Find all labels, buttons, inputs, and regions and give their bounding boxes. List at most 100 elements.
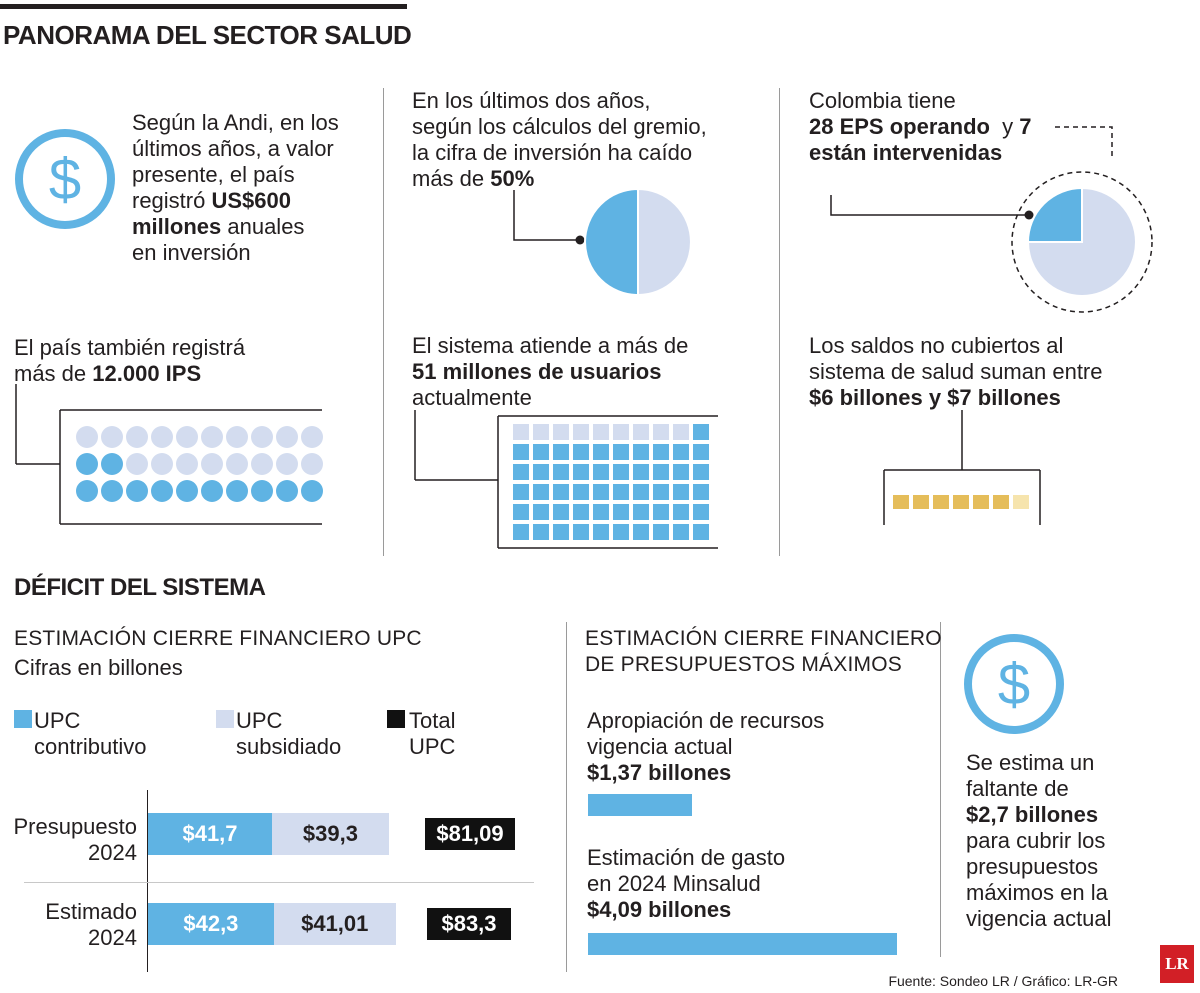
ips-dot [76,480,98,502]
pm-bar [588,794,692,816]
ips-dot [251,453,273,475]
ips-dot [151,453,173,475]
total-upc-label: $81,09 [425,818,515,850]
balance-segment [973,495,989,509]
waffle-cell [553,464,569,480]
panel4-line2: más de 12.000 IPS [14,361,245,387]
waffle-cell [673,484,689,500]
section-title-deficit: DÉFICIT DEL SISTEMA [14,574,266,601]
ips-dot [101,480,123,502]
category-estimado-line2: 2024 [88,925,137,950]
pm-bar2-label: Estimación de gasto en 2024 Minsalud $4,… [587,845,785,923]
waffle-cell [653,484,669,500]
panel4-text: El país también registrá más de 12.000 I… [14,335,245,387]
svg-text:$: $ [998,652,1030,717]
panel6-balance-range: $6 billones y $7 billones [809,385,1061,410]
divider-4 [940,622,941,957]
bar-subsidiado: $41,01 [273,903,396,945]
users-bracket [414,410,718,549]
side-note-shortfall: $2,7 billones [966,802,1099,827]
waffle-cell [633,464,649,480]
total-upc-label: $83,3 [427,908,511,940]
waffle-cell [613,444,629,460]
ips-dot [126,453,148,475]
legend-total: Total UPC [409,708,455,760]
waffle-cell [553,484,569,500]
side-note-line4: para cubrir los [966,828,1106,853]
waffle-cell [513,464,529,480]
pie-slice-remaining [637,187,692,297]
panel3-intervened-label: están intervenidas [809,140,1003,165]
divider-3 [566,622,567,972]
panel1-line5-post: anuales [221,214,305,239]
panel5-line3: actualmente [412,385,532,410]
waffle-cell [593,524,609,540]
panel3-intervened-count: 7 [1019,114,1032,139]
waffle-cell [653,504,669,520]
panel5-line2: 51 millones de usuarios [412,359,688,385]
waffle-cell [693,524,709,540]
waffle-cell [653,444,669,460]
waffle-cell [693,504,709,520]
ips-dot [76,426,98,448]
waffle-cell [553,444,569,460]
waffle-cell [513,524,529,540]
bar-subsidiado: $39,3 [272,813,389,855]
side-note: Se estima un faltante de $2,7 billones p… [966,750,1112,932]
waffle-cell [573,504,589,520]
panel2-line1: En los últimos dos años, [412,88,651,113]
waffle-cell [513,444,529,460]
panel3-text: Colombia tiene 28 EPS operando y 7 están… [809,88,1032,166]
waffle-cell [533,524,549,540]
panel1-line4: registró US$600 [132,188,339,214]
panel6-line2: sistema de salud suman entre [809,359,1103,384]
balance-segment [953,495,969,509]
ips-dot [226,426,248,448]
waffle-cell [593,504,609,520]
ips-dot [101,453,123,475]
waffle-cell [533,504,549,520]
pm-chart-title-line2: DE PRESUPUESTOS MÁXIMOS [585,653,902,676]
waffle-cell [553,424,569,440]
legend-contributivo-line1: UPC [34,708,81,733]
ips-bracket [15,384,322,525]
ips-dot [301,453,323,475]
waffle-cell [513,484,529,500]
panel6-line3: $6 billones y $7 billones [809,385,1103,411]
panel2-line3: la cifra de inversión ha caído [412,140,693,165]
waffle-cell [533,424,549,440]
balance-segment [933,495,949,509]
panel1-line5: millones anuales [132,214,339,240]
panel2-line2: según los cálculos del gremio, [412,114,707,139]
ips-dot [201,426,223,448]
panel1-line1: Según la Andi, en los [132,110,339,135]
waffle-cell [633,504,649,520]
waffle-cell [553,504,569,520]
title-rule [0,4,407,9]
panel5-line1: El sistema atiende a más de [412,333,689,358]
waffle-cell [613,524,629,540]
waffle-cell [633,444,649,460]
category-presupuesto-line1: Presupuesto [13,814,137,839]
panel2-text: En los últimos dos años, según los cálcu… [412,88,707,192]
legend-swatch-contributivo [14,710,32,728]
balance-segments [893,495,1033,511]
ips-dot [276,480,298,502]
eps-pie-chart [830,126,1153,313]
category-presupuesto: Presupuesto 2024 [0,814,137,866]
panel1-investment-value: US$600 [211,188,291,213]
pie-slice-operating [1026,186,1137,297]
lr-logo: LR [1160,945,1194,983]
balance-segment [1013,495,1029,509]
side-note-line7: vigencia actual [966,906,1112,931]
waffle-cell [593,484,609,500]
waffle-cell [693,464,709,480]
ips-dot [176,453,198,475]
ips-dot [276,426,298,448]
bar-contributivo: $42,3 [148,903,274,945]
ips-dot [251,426,273,448]
panel1-line6: en inversión [132,240,251,265]
ips-dot [76,453,98,475]
pm-bar1-label-line1: Apropiación de recursos [587,708,825,733]
waffle-cell [613,464,629,480]
